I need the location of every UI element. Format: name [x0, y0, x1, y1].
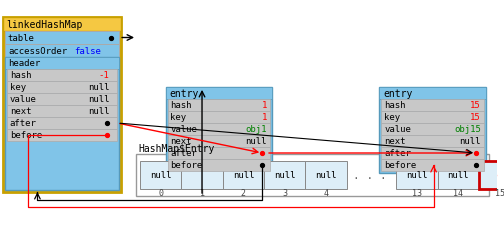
- Text: false: false: [74, 47, 101, 56]
- Bar: [167, 159, 270, 171]
- Text: key: key: [385, 113, 401, 122]
- Bar: [5, 58, 119, 70]
- Text: obj1: obj1: [245, 125, 267, 134]
- Bar: [305, 161, 347, 189]
- Bar: [140, 161, 181, 189]
- Text: null: null: [88, 107, 109, 116]
- Text: 3: 3: [282, 189, 287, 198]
- Bar: [167, 123, 270, 135]
- Bar: [382, 159, 484, 171]
- Bar: [7, 118, 117, 129]
- Text: next: next: [170, 137, 192, 146]
- Bar: [167, 135, 270, 147]
- Bar: [136, 154, 489, 196]
- Text: obj15: obj15: [454, 125, 481, 134]
- Text: after: after: [10, 119, 37, 128]
- Text: accessOrder: accessOrder: [8, 47, 67, 56]
- Text: null: null: [88, 95, 109, 104]
- Text: table: table: [8, 34, 35, 43]
- Bar: [380, 88, 486, 100]
- Bar: [380, 88, 486, 173]
- Bar: [7, 94, 117, 106]
- Text: before: before: [10, 131, 42, 140]
- Bar: [264, 161, 305, 189]
- Text: 15: 15: [470, 101, 481, 110]
- Text: hash: hash: [170, 101, 192, 110]
- Text: . . .: . . .: [353, 170, 387, 180]
- Text: before: before: [170, 161, 203, 170]
- Bar: [382, 112, 484, 123]
- Text: null: null: [274, 171, 295, 180]
- Bar: [7, 106, 117, 118]
- Bar: [165, 88, 272, 100]
- Bar: [382, 123, 484, 135]
- Bar: [167, 112, 270, 123]
- Text: hash: hash: [385, 101, 406, 110]
- Text: value: value: [10, 95, 37, 104]
- Text: null: null: [233, 171, 254, 180]
- Bar: [181, 161, 223, 189]
- Text: 1: 1: [262, 101, 267, 110]
- Bar: [7, 70, 117, 82]
- Bar: [5, 58, 119, 190]
- Text: header: header: [8, 59, 40, 68]
- Text: -1: -1: [99, 71, 109, 80]
- Text: value: value: [170, 125, 198, 134]
- Text: null: null: [316, 171, 337, 180]
- Bar: [3, 18, 121, 192]
- Bar: [3, 18, 121, 32]
- Text: 13: 13: [412, 189, 422, 198]
- Text: entry: entry: [384, 89, 413, 99]
- Bar: [396, 161, 437, 189]
- Bar: [165, 88, 272, 173]
- Text: linkedHashMap: linkedHashMap: [6, 20, 82, 30]
- Text: after: after: [170, 149, 198, 158]
- Bar: [479, 161, 504, 189]
- Bar: [223, 161, 264, 189]
- Text: null: null: [406, 171, 427, 180]
- Bar: [7, 129, 117, 141]
- Text: key: key: [10, 83, 26, 92]
- Text: next: next: [10, 107, 31, 116]
- Text: hash: hash: [10, 71, 31, 80]
- Text: 4: 4: [324, 189, 329, 198]
- Text: entry: entry: [169, 89, 199, 99]
- Text: HashMap$Entry: HashMap$Entry: [138, 143, 214, 153]
- Text: before: before: [385, 161, 417, 170]
- Bar: [167, 100, 270, 112]
- Text: 0: 0: [158, 189, 163, 198]
- Bar: [5, 32, 119, 45]
- Text: next: next: [385, 137, 406, 146]
- Text: key: key: [170, 113, 186, 122]
- Bar: [437, 161, 479, 189]
- Bar: [382, 100, 484, 112]
- Text: null: null: [448, 171, 469, 180]
- Bar: [5, 45, 119, 58]
- Text: 2: 2: [241, 189, 246, 198]
- Text: after: after: [385, 149, 411, 158]
- Text: 1: 1: [262, 113, 267, 122]
- Text: 1: 1: [200, 189, 205, 198]
- Bar: [382, 147, 484, 159]
- Text: 14: 14: [453, 189, 463, 198]
- Text: 15: 15: [494, 189, 504, 198]
- Bar: [7, 82, 117, 94]
- Bar: [167, 147, 270, 159]
- Text: null: null: [150, 171, 171, 180]
- Bar: [382, 135, 484, 147]
- Text: null: null: [245, 137, 267, 146]
- Text: null: null: [460, 137, 481, 146]
- Text: 15: 15: [470, 113, 481, 122]
- Text: null: null: [88, 83, 109, 92]
- Text: value: value: [385, 125, 411, 134]
